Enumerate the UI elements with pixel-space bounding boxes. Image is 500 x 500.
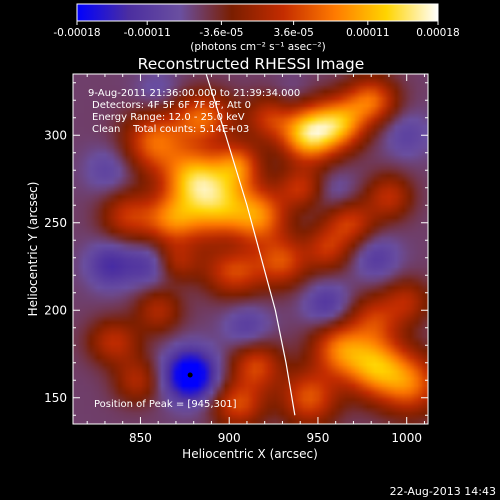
colorbar-tick-label: 3.6e-05 — [273, 27, 313, 39]
solar-limb-line — [205, 74, 296, 416]
colorbar — [77, 4, 438, 21]
x-tick-label: 950 — [306, 431, 329, 445]
colorbar-frame — [76, 3, 439, 22]
annotation-detectors: Detectors: 4F 5F 6F 7F 8F, Att 0 — [92, 100, 251, 111]
colorbar-tick-label: 0.00011 — [346, 27, 389, 39]
x-tick-label: 850 — [129, 431, 152, 445]
x-axis-label: Heliocentric X (arcsec) — [182, 447, 318, 461]
colorbar-tick-label: -3.6e-05 — [199, 27, 243, 39]
y-tick-label: 250 — [44, 216, 67, 230]
x-axis-ticks: 850 900 950 1000 — [86, 74, 425, 445]
peak-marker — [187, 372, 193, 378]
annotation-time-range: 9-Aug-2011 21:36:00.000 to 21:39:34.000 — [88, 88, 300, 99]
colorbar-tick-label: -0.00018 — [53, 27, 100, 39]
y-tick-label: 300 — [44, 128, 67, 142]
y-axis-ticks: 150 200 250 300 — [44, 82, 428, 416]
colorbar-tick-label: 0.00018 — [416, 27, 459, 39]
chart-title: Reconstructed RHESSI Image — [138, 55, 365, 73]
heatmap-image — [73, 74, 428, 424]
colorbar-ticks: -0.00018 -0.00011 -3.6e-05 3.6e-05 0.00011 0.… — [53, 21, 460, 39]
y-axis-label: Heliocentric Y (arcsec) — [26, 182, 40, 317]
colorbar-tick-label: -0.00011 — [124, 27, 171, 39]
x-tick-label: 900 — [218, 431, 241, 445]
footer-timestamp: 22-Aug-2013 14:43 — [390, 485, 496, 498]
plot-frame — [72, 73, 429, 425]
x-tick-label: 1000 — [391, 431, 422, 445]
annotation-energy-range: Energy Range: 12.0 - 25.0 keV — [92, 112, 245, 123]
y-tick-label: 150 — [44, 391, 67, 405]
colorbar-units-label: (photons cm⁻² s⁻¹ asec⁻²) — [190, 41, 325, 53]
annotation-clean-counts: Clean Total counts: 5.14E+03 — [92, 124, 249, 135]
peak-position-label: Position of Peak = [945,301] — [94, 399, 237, 410]
y-tick-label: 200 — [44, 303, 67, 317]
